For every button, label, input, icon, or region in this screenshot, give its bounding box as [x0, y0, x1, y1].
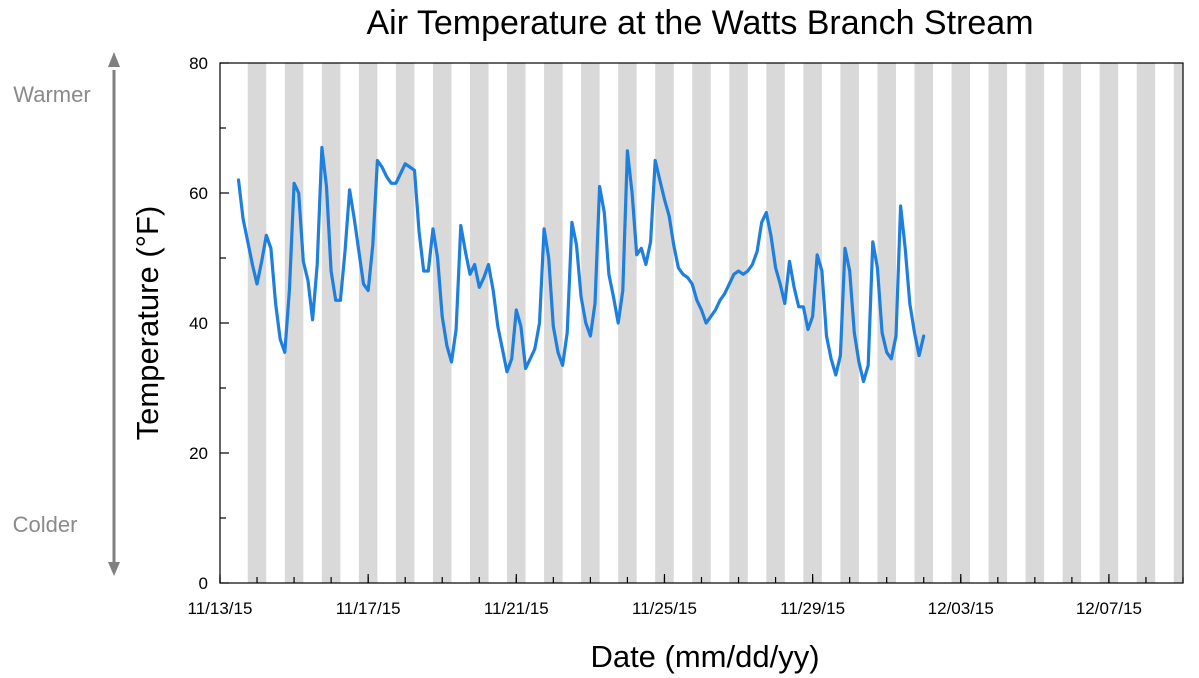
chart-title: Air Temperature at the Watts Branch Stre…	[366, 4, 1033, 42]
warmer-label: Warmer	[13, 82, 90, 107]
night-band	[840, 63, 859, 583]
x-tick-label: 11/21/15	[484, 599, 549, 618]
arrow-up-icon	[108, 52, 120, 67]
x-axis-title: Date (mm/dd/yy)	[590, 639, 819, 674]
night-band	[1173, 63, 1183, 583]
y-tick-label: 40	[189, 314, 208, 333]
series-line	[236, 145, 926, 384]
night-band	[581, 63, 600, 583]
night-band	[618, 63, 637, 583]
x-tick-label: 11/29/15	[780, 599, 845, 618]
warmer-colder-indicator: Warmer Colder	[13, 52, 120, 576]
x-tick-label: 11/17/15	[336, 599, 401, 618]
y-tick-label: 20	[189, 444, 208, 463]
night-band	[1025, 63, 1045, 583]
night-band	[655, 63, 674, 583]
night-band	[321, 63, 341, 583]
night-band	[395, 63, 415, 583]
y-tick-label: 60	[189, 184, 208, 203]
colder-label: Colder	[13, 512, 78, 537]
x-tick-label: 11/13/15	[188, 599, 253, 618]
night-band	[1062, 63, 1082, 583]
y-tick-label: 80	[189, 54, 208, 73]
y-tick-label: 0	[199, 574, 208, 593]
night-band	[766, 63, 785, 583]
night-band	[692, 63, 711, 583]
y-axis-title: Temperature (°F)	[130, 206, 165, 441]
night-band	[951, 63, 971, 583]
night-band	[914, 63, 933, 583]
arrow-down-icon	[108, 562, 120, 576]
night-band	[1099, 63, 1119, 583]
night-band	[729, 63, 748, 583]
x-tick-label: 12/03/15	[928, 599, 994, 618]
night-band	[988, 63, 1008, 583]
night-band	[247, 63, 267, 583]
night-bands	[247, 63, 1183, 583]
night-band	[803, 63, 822, 583]
x-tick-label: 12/07/15	[1076, 599, 1142, 618]
y-axis: 0 20 40 60 80	[189, 54, 229, 593]
night-band	[470, 63, 489, 583]
night-band	[358, 63, 378, 583]
night-band	[1136, 63, 1156, 583]
x-axis: 11/13/15 11/17/15 11/21/15 11/25/15 11/29/15…	[188, 574, 1184, 618]
night-band	[877, 63, 896, 583]
x-tick-label: 11/25/15	[632, 599, 697, 618]
